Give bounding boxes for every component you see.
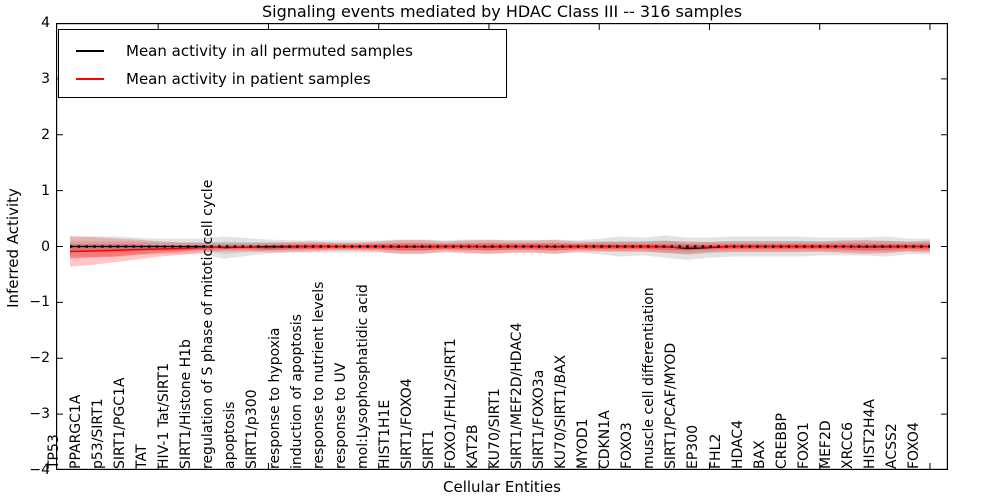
y-tick-label: −4 bbox=[29, 462, 50, 478]
legend-line-patient bbox=[76, 78, 104, 80]
y-tick-label: 4 bbox=[41, 15, 50, 31]
y-tick-label: 1 bbox=[41, 182, 50, 199]
y-tick-label: 3 bbox=[41, 70, 50, 87]
y-tick-label: −3 bbox=[29, 406, 50, 423]
legend: Mean activity in all permuted samples Me… bbox=[58, 29, 507, 98]
axes-frame bbox=[56, 23, 948, 470]
chart-title: Signaling events mediated by HDAC Class … bbox=[261, 2, 743, 21]
x-axis-label: Cellular Entities bbox=[443, 478, 561, 496]
patient-std-band-outer bbox=[70, 236, 930, 267]
plot-area bbox=[56, 23, 948, 470]
y-tick-label: 2 bbox=[41, 126, 50, 143]
y-tick-label: −1 bbox=[29, 294, 50, 311]
legend-line-permuted bbox=[76, 50, 104, 52]
y-tick-label: −2 bbox=[29, 350, 50, 367]
y-tick-label: 0 bbox=[41, 238, 50, 255]
legend-label-permuted: Mean activity in all permuted samples bbox=[126, 42, 413, 60]
legend-label-patient: Mean activity in patient samples bbox=[126, 70, 371, 88]
